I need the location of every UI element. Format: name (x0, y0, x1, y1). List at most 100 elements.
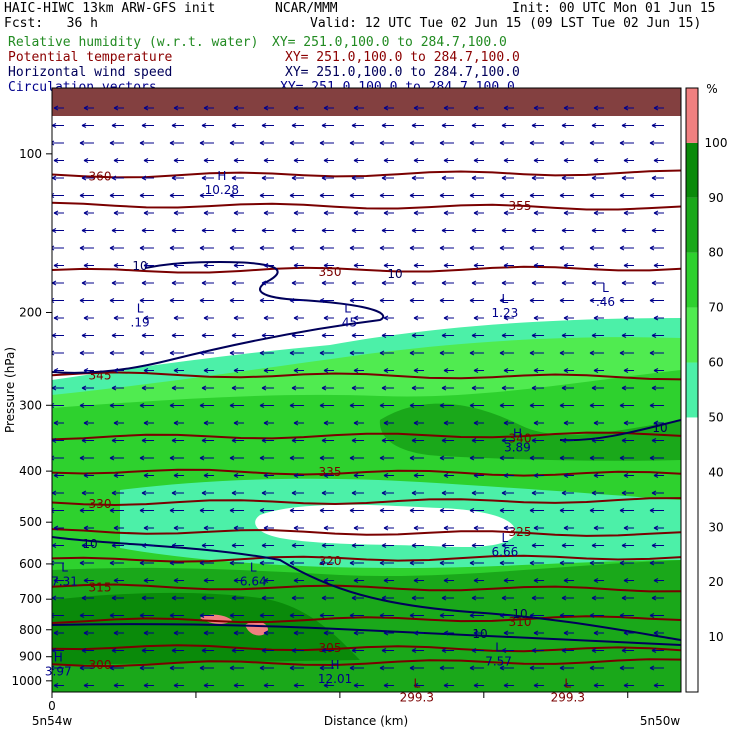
vector-arrowhead (529, 350, 535, 356)
vector-arrowhead (83, 525, 89, 531)
vector-arrowhead (441, 333, 447, 338)
vector-arrowhead (533, 630, 539, 636)
vector-arrowhead (561, 595, 567, 601)
vector-arrowhead (441, 595, 447, 601)
vector-arrowhead (113, 525, 119, 531)
vector-arrowhead (81, 543, 87, 548)
vector-arrowhead (619, 350, 625, 356)
vector-arrowhead (53, 630, 59, 636)
vector-arrowhead (623, 368, 629, 373)
vector-arrowhead (173, 315, 179, 321)
vector-arrowhead (79, 455, 85, 461)
vector-arrowhead (293, 683, 299, 688)
vector-arrowhead (293, 525, 299, 531)
vector-arrowhead (169, 350, 175, 356)
y-axis: 100 200 300 400 500 600 700 800 900 1000 (11, 147, 52, 688)
theta-contour-label: 330 (89, 497, 112, 511)
vector-arrowhead (383, 525, 389, 531)
vector-arrowhead (171, 595, 177, 601)
vector-arrowhead (141, 280, 147, 286)
vector-arrowhead (79, 403, 85, 408)
vector-arrowhead (229, 140, 235, 146)
vector-arrowhead (293, 420, 299, 426)
vector-arrowhead (111, 280, 117, 286)
vector-arrowhead (53, 315, 59, 321)
vector-arrowhead (261, 280, 267, 286)
vector-arrowhead (499, 665, 505, 671)
vector-arrowhead (201, 280, 207, 286)
vector-arrowhead (203, 210, 209, 216)
vector-arrowhead (203, 158, 209, 163)
vector-arrowhead (53, 578, 59, 583)
theta-contour-label: 355 (509, 199, 532, 213)
vector-arrowhead (81, 438, 87, 443)
vector-arrowhead (443, 368, 449, 373)
vector-arrowhead (199, 613, 205, 618)
vector-arrowhead (503, 105, 509, 111)
colorbar-segment (686, 527, 698, 583)
vector-arrowhead (443, 578, 449, 583)
vector-arrowhead (293, 368, 299, 373)
vector-arrowhead (499, 403, 505, 408)
vector-arrowhead (229, 613, 235, 618)
vector-arrowhead (473, 315, 479, 321)
vector-arrowhead (83, 210, 89, 216)
vector-arrowhead (171, 490, 177, 496)
vector-arrowhead (201, 385, 207, 391)
vector-arrowhead (79, 613, 85, 618)
vector-arrowhead (52, 665, 55, 671)
vector-arrowhead (413, 473, 419, 478)
vector-arrowhead (411, 648, 417, 653)
vector-arrowhead (351, 385, 357, 391)
vector-arrowhead (441, 123, 447, 128)
vector-arrowhead (591, 543, 597, 548)
vector-arrowhead (623, 263, 629, 268)
vector-arrowhead (353, 630, 359, 636)
vector-arrowhead (79, 508, 85, 513)
vector-arrowhead (263, 105, 269, 111)
vector-arrowhead (171, 385, 177, 391)
vector-arrowhead (263, 315, 269, 321)
circulation-vectors (52, 105, 664, 688)
vector-arrowhead (353, 263, 359, 268)
vector-arrowhead (471, 648, 477, 653)
vector-arrowhead (321, 543, 327, 548)
vector-arrowhead (231, 123, 237, 128)
vector-arrowhead (473, 158, 479, 163)
upper-dense-band (52, 88, 681, 116)
vector-arrowhead (503, 158, 509, 163)
vector-arrowhead (201, 228, 207, 233)
vector-arrowhead (473, 525, 479, 531)
colorbar-tick-label: 20 (708, 575, 723, 589)
vector-arrowhead (381, 333, 387, 338)
vector-arrowhead (379, 665, 385, 671)
vector-arrowhead (81, 280, 87, 286)
vector-arrowhead (589, 560, 595, 566)
vector-arrowhead (619, 613, 625, 618)
vector-arrowhead (649, 613, 655, 618)
y-tick-label: 1000 (11, 674, 42, 688)
vector-arrowhead (439, 560, 445, 566)
vector-arrowhead (413, 630, 419, 636)
vector-arrowhead (263, 578, 269, 583)
humidity-fill-layer (52, 88, 681, 692)
vector-arrowhead (139, 350, 145, 356)
vector-arrowhead (531, 333, 537, 338)
vector-arrowhead (651, 490, 657, 496)
y-tick-label: 200 (19, 305, 42, 319)
vector-arrowhead (141, 648, 147, 653)
vector-arrowhead (559, 508, 565, 513)
vector-arrowhead (409, 245, 415, 251)
vector-arrowhead (109, 350, 115, 356)
vector-arrowhead (52, 455, 55, 461)
vector-arrowhead (469, 613, 475, 618)
vector-arrowhead (233, 473, 239, 478)
vector-arrowhead (79, 560, 85, 566)
y-tick-label: 100 (19, 147, 42, 161)
vector-arrowhead (501, 595, 507, 601)
vector-arrowhead (259, 508, 265, 513)
vector-arrowhead (289, 665, 295, 671)
vector-arrowhead (201, 543, 207, 548)
vector-arrowhead (499, 298, 505, 303)
vector-arrowhead (563, 105, 569, 111)
